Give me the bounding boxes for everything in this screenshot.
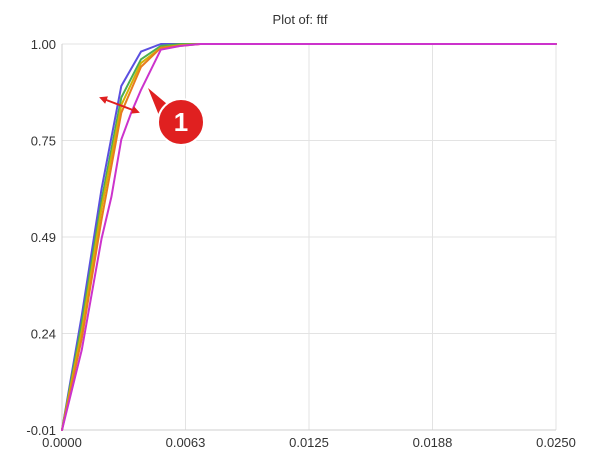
- annotation-badge: 1: [148, 88, 205, 146]
- axis-layer: 0.0000 0.0063 0.0125 0.0188 0.0250 -0.01 0.24 0…: [26, 37, 576, 450]
- y-tick-label: 0.49: [31, 230, 56, 245]
- chart-title: Plot of: ftf: [273, 12, 328, 27]
- annotation-badge-circle: [157, 98, 205, 146]
- x-tick-label: 0.0000: [42, 435, 82, 450]
- y-tick-label: 0.75: [31, 134, 56, 149]
- y-tick-label: 0.24: [31, 327, 56, 342]
- x-tick-label: 0.0188: [413, 435, 453, 450]
- y-tick-label: 1.00: [31, 37, 56, 52]
- x-tick-label: 0.0125: [289, 435, 329, 450]
- annotation-arrow: [99, 96, 140, 114]
- y-tick-label: -0.01: [26, 423, 56, 438]
- x-tick-label: 0.0063: [166, 435, 206, 450]
- x-tick-label: 0.0250: [536, 435, 576, 450]
- annotation-badge-label: 1: [174, 107, 188, 137]
- annotation-layer: 1: [99, 88, 205, 146]
